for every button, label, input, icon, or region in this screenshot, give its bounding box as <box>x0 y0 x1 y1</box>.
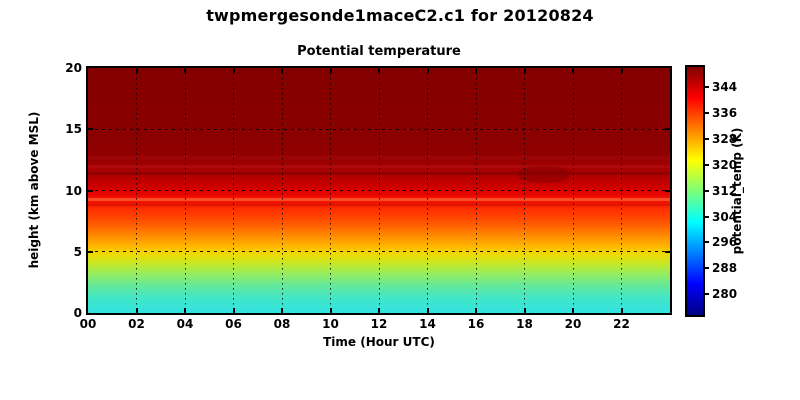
y-axis-label: height (km above MSL) <box>27 111 41 269</box>
y-tick-label: 10 <box>65 183 82 198</box>
y-gridline <box>88 251 670 253</box>
x-tick-mark <box>232 68 235 73</box>
x-tick-mark <box>184 68 186 73</box>
x-tick-mark <box>378 68 380 73</box>
x-tick-label: 10 <box>322 317 339 331</box>
x-tick-label: 16 <box>467 317 485 331</box>
colorbar-tick-mark <box>705 86 709 89</box>
x-tick-mark <box>378 308 380 313</box>
colorbar-tick-label: 328 <box>712 132 738 146</box>
x-tick-mark <box>523 308 526 313</box>
x-tick-mark <box>281 308 283 313</box>
x-tick-label: 12 <box>370 317 388 331</box>
heatmap-canvas[interactable] <box>88 68 670 313</box>
x-tick-label: 08 <box>273 317 291 331</box>
x-tick-mark <box>572 308 574 313</box>
x-tick-mark <box>135 308 138 313</box>
y-tick-label: 5 <box>73 244 82 259</box>
colorbar-tick-mark <box>705 241 709 244</box>
colorbar-tick-label: 320 <box>712 157 738 172</box>
colorbar-tick-mark <box>705 189 709 192</box>
x-tick-mark <box>329 68 332 73</box>
x-tick-mark <box>184 308 186 313</box>
colorbar-tick-label: 296 <box>712 235 738 250</box>
colorbar-tick-mark <box>705 138 709 140</box>
x-tick-mark <box>426 308 429 313</box>
y-tick-mark <box>88 250 93 253</box>
plot-title: Potential temperature <box>297 44 461 59</box>
colorbar-tick-mark <box>705 215 709 218</box>
colorbar-tick-label: 288 <box>712 261 738 276</box>
colorbar-tick-mark <box>705 267 709 270</box>
y-tick-label: 20 <box>65 61 82 75</box>
colorbar-tick-label: 336 <box>712 106 738 121</box>
colorbar-tick-mark <box>705 112 709 115</box>
x-tick-label: 02 <box>128 317 145 331</box>
colorbar-gradient <box>687 67 703 315</box>
y-tick-mark <box>665 250 670 253</box>
colorbar-label: potential_temp (K) <box>730 127 744 255</box>
x-tick-mark <box>620 68 623 73</box>
y-tick-mark <box>88 128 93 131</box>
x-tick-mark <box>572 68 574 73</box>
x-tick-mark <box>232 308 235 313</box>
x-tick-mark <box>475 308 477 313</box>
dark-band-bump-18utc <box>518 166 570 183</box>
colorbar-tick-label: 312 <box>712 183 738 198</box>
x-tick-label: 22 <box>613 317 630 331</box>
x-tick-mark <box>523 68 526 73</box>
y-gridline <box>88 190 670 191</box>
x-tick-mark <box>329 308 332 313</box>
colorbar-tick-label: 304 <box>712 209 738 224</box>
x-axis-label: Time (Hour UTC) <box>323 335 435 349</box>
colorbar-tick-mark <box>705 163 709 166</box>
x-tick-mark <box>475 68 477 73</box>
x-tick-label: 06 <box>225 317 242 331</box>
x-tick-label: 00 <box>79 317 97 331</box>
y-tick-mark <box>88 189 93 192</box>
x-tick-label: 18 <box>516 317 533 331</box>
y-tick-label: 15 <box>65 122 82 137</box>
heatmap-plot-frame <box>86 66 672 315</box>
y-tick-mark <box>665 128 670 131</box>
figure-title: twpmergesonde1maceC2.c1 for 20120824 <box>206 6 594 25</box>
x-tick-mark <box>620 308 623 313</box>
x-tick-mark <box>135 68 138 73</box>
x-tick-mark <box>426 68 429 73</box>
colorbar-tick-label: 344 <box>712 80 738 95</box>
y-tick-label: 0 <box>73 306 82 320</box>
colorbar-tick-mark <box>705 293 709 295</box>
colorbar-tick-label: 280 <box>712 287 738 301</box>
y-gridline <box>88 128 670 130</box>
x-tick-label: 04 <box>176 317 194 331</box>
x-tick-label: 14 <box>419 317 436 331</box>
colorbar <box>685 65 705 317</box>
x-tick-label: 20 <box>564 317 582 331</box>
x-tick-mark <box>281 68 283 73</box>
y-tick-mark <box>665 189 670 192</box>
